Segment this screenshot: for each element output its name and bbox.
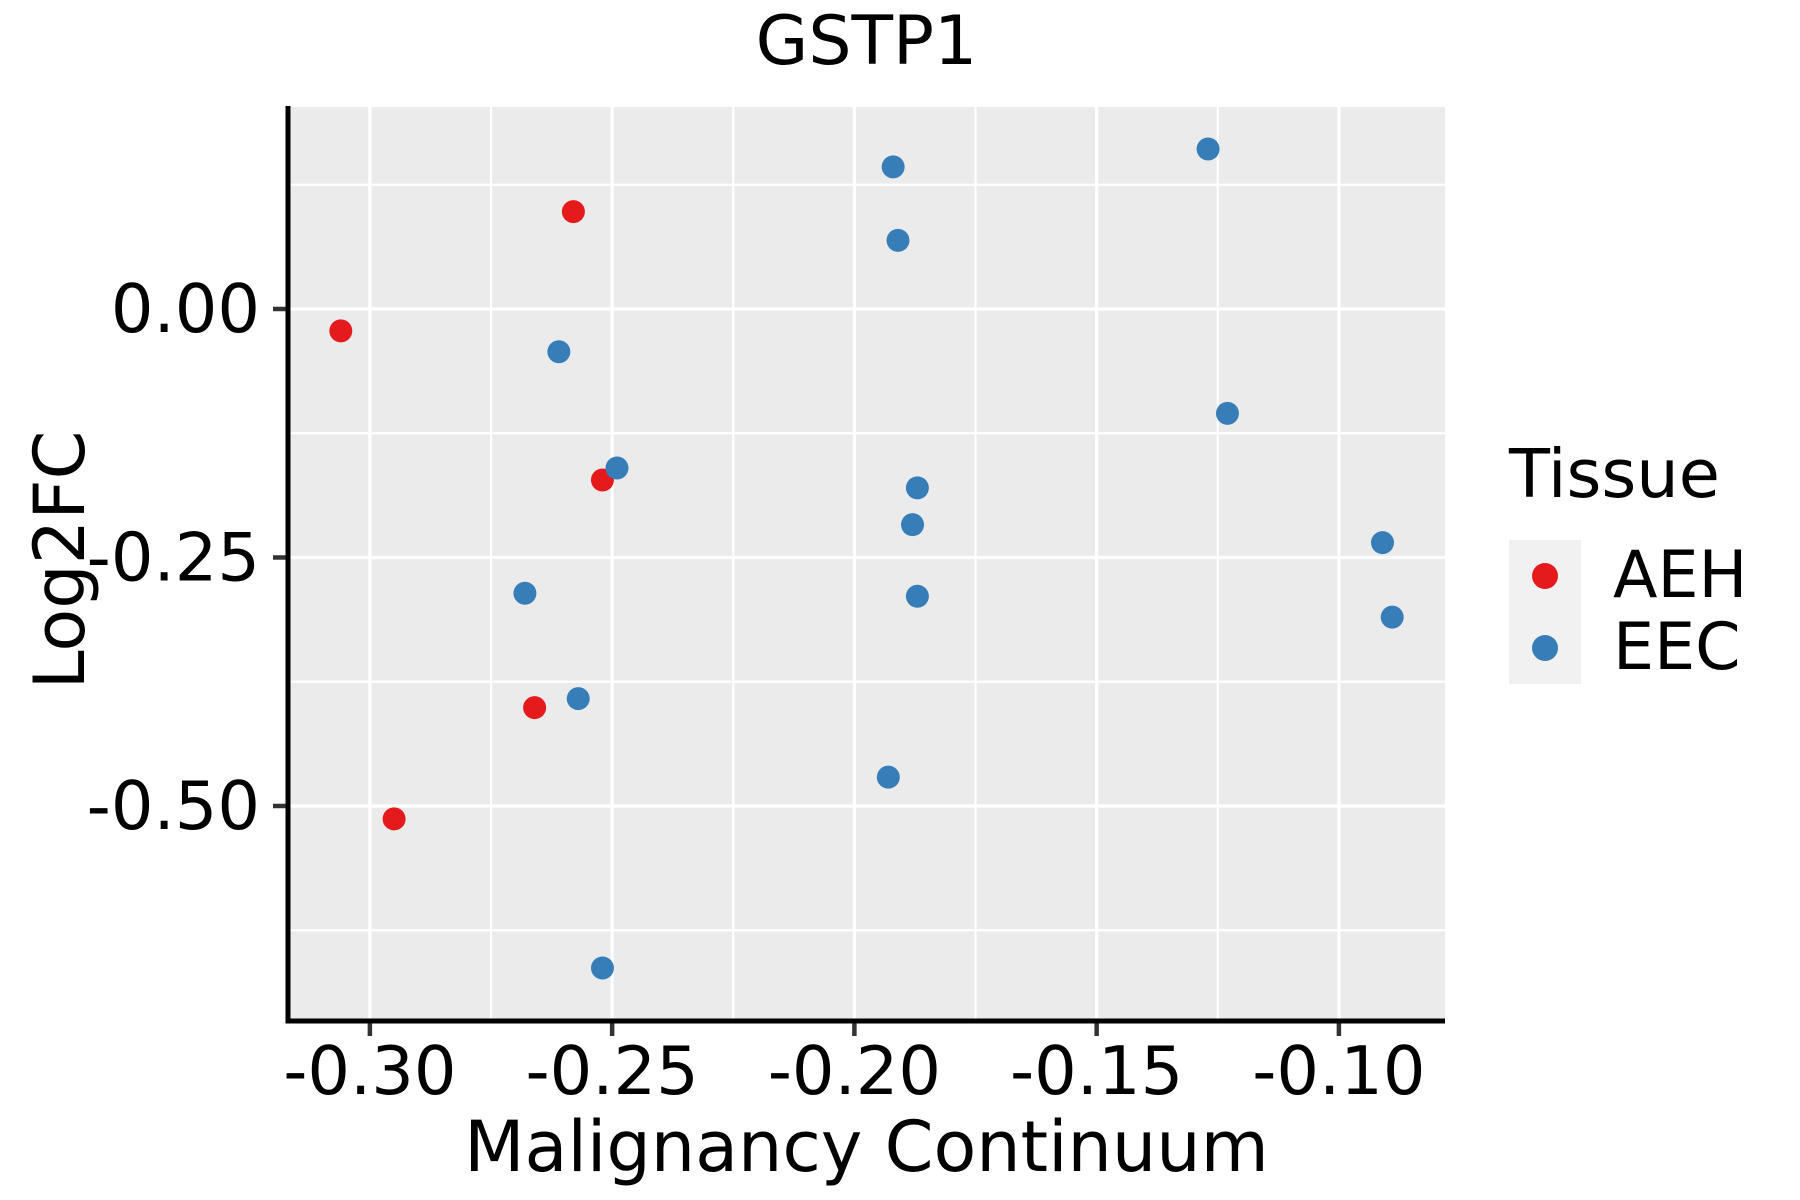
data-point-aeh: [382, 807, 406, 831]
x-tick-label: -0.15: [1010, 1032, 1183, 1110]
y-tick-label: -0.25: [87, 518, 260, 596]
data-point-eec: [513, 581, 537, 605]
y-tick-label: 0.00: [111, 270, 260, 348]
legend-title: Tissue: [1509, 435, 1720, 513]
data-point-eec: [547, 340, 571, 364]
data-point-eec: [881, 155, 905, 179]
x-tick-label: -0.30: [283, 1032, 456, 1110]
data-point-eec: [886, 228, 910, 252]
data-point-eec: [901, 513, 925, 537]
legend-item-eec: EEC: [1509, 612, 1747, 684]
legend-label-eec: EEC: [1613, 610, 1741, 685]
data-point-eec: [1380, 605, 1404, 629]
data-point-aeh: [329, 319, 353, 343]
legend-item-aeh: AEH: [1509, 540, 1747, 612]
plot-panel: [288, 107, 1445, 1021]
eec-point-swatch: [1532, 635, 1558, 661]
legend-key-box-aeh: [1509, 540, 1581, 612]
data-point-eec: [590, 956, 614, 980]
data-point-eec: [876, 765, 900, 789]
data-point-aeh: [523, 696, 547, 720]
data-point-aeh: [561, 200, 585, 224]
plot-title: GSTP1: [755, 2, 978, 81]
y-tick-label: -0.50: [87, 767, 260, 845]
data-point-eec: [1215, 401, 1239, 425]
data-point-eec: [905, 476, 929, 500]
x-axis-title: Malignancy Continuum: [464, 1106, 1269, 1188]
data-point-eec: [566, 687, 590, 711]
x-tick-label: -0.10: [1252, 1032, 1425, 1110]
x-tick-label: -0.20: [768, 1032, 941, 1110]
legend-keys: AEH EEC: [1509, 540, 1747, 684]
data-point-eec: [905, 584, 929, 608]
data-point-eec: [1370, 531, 1394, 555]
legend-label-aeh: AEH: [1613, 538, 1748, 613]
legend-key-box-eec: [1509, 612, 1581, 684]
y-axis-title: Log2FC: [19, 430, 101, 690]
x-tick-label: -0.25: [525, 1032, 698, 1110]
aeh-point-swatch: [1532, 563, 1558, 589]
data-point-eec: [605, 456, 629, 480]
legend: Tissue AEH EEC: [1509, 441, 1747, 684]
data-point-eec: [1196, 137, 1220, 161]
